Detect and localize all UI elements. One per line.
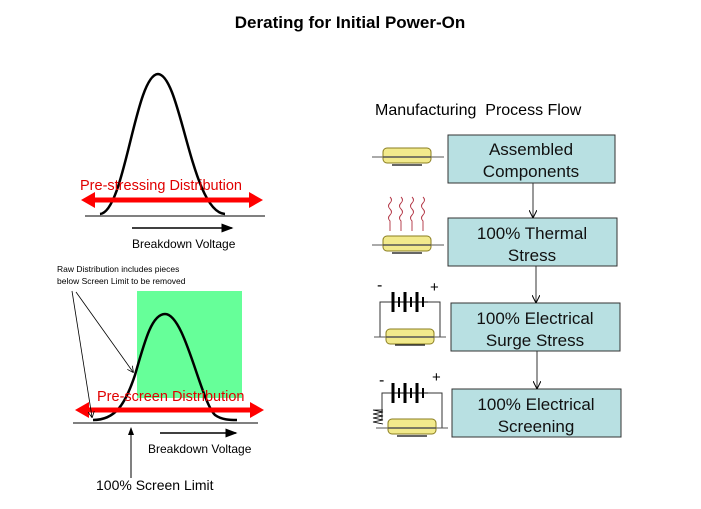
flow-step-3: 100% Electrical Surge Stress bbox=[450, 302, 621, 352]
step-line2: Components bbox=[483, 162, 579, 181]
annotation-line1: Raw Distribution includes pieces bbox=[57, 264, 179, 274]
step-line2: Stress bbox=[508, 246, 556, 265]
battery-resistor-circuit-icon: - + bbox=[372, 369, 448, 437]
flow-step-4: 100% Electrical Screening bbox=[451, 388, 622, 438]
annotation-arrow bbox=[71, 290, 92, 417]
polarity-plus: + bbox=[430, 279, 439, 296]
step-line1: 100% Thermal bbox=[477, 224, 587, 243]
resistor-icon bbox=[372, 409, 384, 425]
polarity-minus: - bbox=[377, 277, 382, 294]
screen-limit-label: 100% Screen Limit bbox=[96, 477, 214, 493]
pre-stressing-diagram: Pre-stressing Distribution Breakdown Vol… bbox=[80, 72, 265, 251]
component-icon bbox=[372, 147, 444, 166]
axis-label: Breakdown Voltage bbox=[132, 237, 236, 251]
slide-title: Derating for Initial Power-On bbox=[235, 13, 465, 32]
annotation-line2: below Screen Limit to be removed bbox=[57, 276, 186, 286]
heat-component-icon bbox=[372, 196, 444, 254]
flow-step-1: Assembled Components bbox=[447, 134, 616, 184]
polarity-minus: - bbox=[379, 372, 384, 389]
flow-heading: Manufacturing Process Flow bbox=[375, 102, 582, 119]
distribution-label: Pre-stressing Distribution bbox=[80, 178, 242, 194]
distribution-curve bbox=[99, 72, 226, 216]
polarity-plus: + bbox=[432, 369, 441, 386]
distribution-label: Pre-screen Distribution bbox=[97, 389, 244, 405]
process-flow: Manufacturing Process Flow Assembled Com… bbox=[372, 102, 622, 438]
arrow-head-right bbox=[250, 402, 264, 418]
arrow-head-left bbox=[75, 402, 89, 418]
arrow-head-left bbox=[81, 192, 95, 208]
battery-circuit-icon: - + bbox=[374, 277, 446, 346]
annotation-arrow bbox=[75, 291, 133, 372]
arrow-head-right bbox=[249, 192, 263, 208]
screen-pass-region bbox=[137, 291, 242, 398]
step-line1: 100% Electrical bbox=[476, 309, 593, 328]
step-line1: Assembled bbox=[489, 140, 573, 159]
step-line1: 100% Electrical bbox=[477, 395, 594, 414]
step-line2: Screening bbox=[498, 417, 575, 436]
axis-label: Breakdown Voltage bbox=[148, 442, 252, 456]
step-line2: Surge Stress bbox=[486, 331, 584, 350]
distribution-curve bbox=[92, 312, 238, 422]
pre-screen-diagram: Raw Distribution includes pieces below S… bbox=[57, 264, 264, 493]
flow-step-2: 100% Thermal Stress bbox=[447, 217, 618, 267]
